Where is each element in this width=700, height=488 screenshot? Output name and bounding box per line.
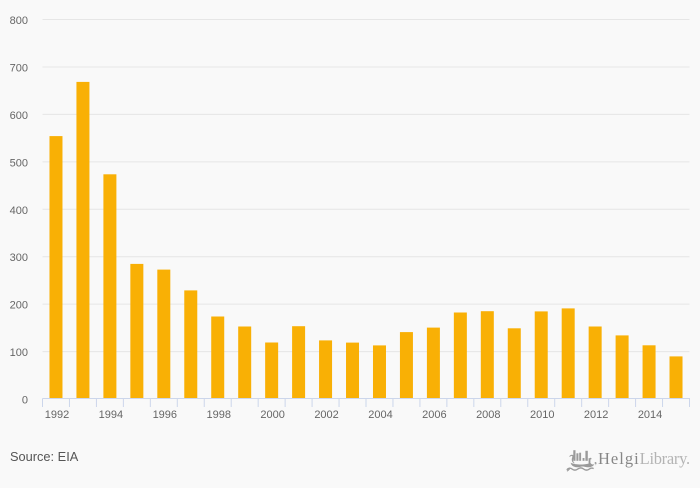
svg-text:500: 500 xyxy=(10,157,28,169)
svg-text:0: 0 xyxy=(22,395,28,407)
svg-text:2014: 2014 xyxy=(638,409,662,421)
svg-text:600: 600 xyxy=(10,110,28,122)
svg-text:400: 400 xyxy=(10,205,28,217)
svg-text:2012: 2012 xyxy=(584,409,608,421)
svg-text:2008: 2008 xyxy=(476,409,500,421)
svg-text:1996: 1996 xyxy=(153,409,177,421)
svg-text:300: 300 xyxy=(10,252,28,264)
svg-text:1994: 1994 xyxy=(99,409,123,421)
svg-text:1998: 1998 xyxy=(206,409,230,421)
svg-text:2004: 2004 xyxy=(368,409,392,421)
svg-text:2002: 2002 xyxy=(314,409,338,421)
svg-text:2000: 2000 xyxy=(260,409,284,421)
svg-text:100: 100 xyxy=(10,347,28,359)
svg-text:700: 700 xyxy=(10,62,28,74)
svg-text:200: 200 xyxy=(10,300,28,312)
svg-text:800: 800 xyxy=(10,15,28,27)
svg-text:2010: 2010 xyxy=(530,409,554,421)
svg-text:HelgiLibrary.: HelgiLibrary. xyxy=(598,449,690,468)
svg-text:1992: 1992 xyxy=(45,409,69,421)
svg-text:Source: EIA: Source: EIA xyxy=(10,449,79,464)
svg-text:2006: 2006 xyxy=(422,409,446,421)
